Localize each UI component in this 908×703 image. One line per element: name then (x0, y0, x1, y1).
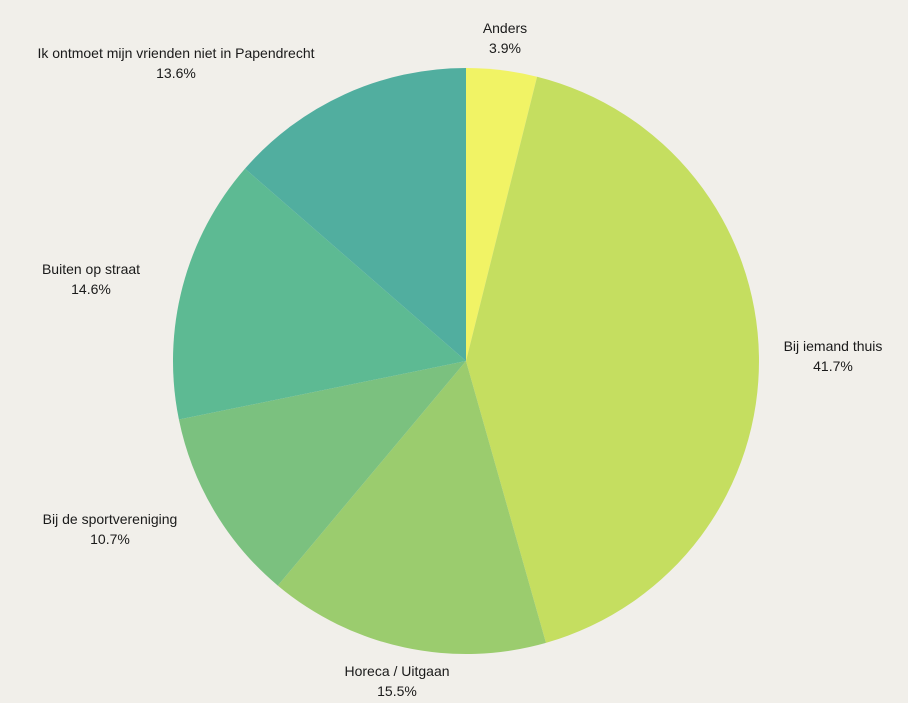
slice-label-5: Ik ontmoet mijn vrienden niet in Papendr… (37, 45, 314, 61)
slice-label-1: Bij iemand thuis (784, 338, 883, 354)
slice-value-label-2: 15.5% (377, 683, 417, 699)
slice-label-2: Horeca / Uitgaan (344, 663, 449, 679)
pie-slice-4 (172, 168, 466, 420)
pie-slices (172, 68, 759, 654)
pie-labels: Anders 3.9% Bij iemand thuis 41.7% Horeca / … (37, 20, 882, 699)
pie-slice-0 (466, 68, 538, 361)
slice-value-label-5: 13.6% (156, 65, 196, 81)
slice-value-label-3: 10.7% (90, 531, 130, 547)
pie-slice-2 (277, 361, 546, 654)
slice-label-3: Bij de sportvereniging (43, 511, 178, 527)
slice-value-label-4: 14.6% (71, 281, 111, 297)
slice-value-label-1: 41.7% (813, 358, 853, 374)
slice-value-label-0: 3.9% (489, 40, 521, 56)
slice-label-4: Buiten op straat (42, 261, 140, 277)
slice-label-0: Anders (483, 20, 527, 36)
pie-slice-3 (178, 361, 466, 586)
pie-slice-5 (245, 68, 466, 361)
pie-slice-1 (466, 76, 759, 643)
